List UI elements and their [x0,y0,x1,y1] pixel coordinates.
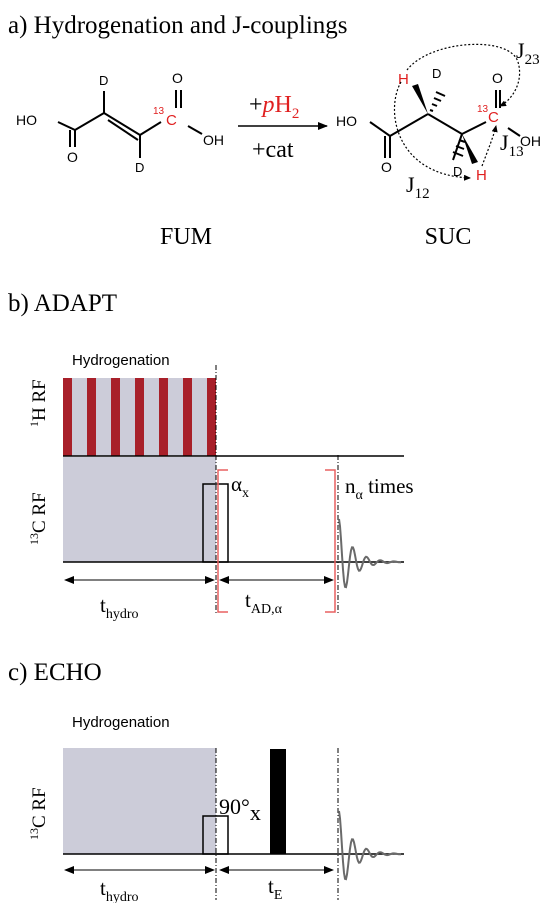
panel-b-hydrogenation-label: Hydrogenation [72,352,170,369]
pulse-90 [202,815,229,855]
suc-hash-bottom [452,139,466,157]
suc-d-bottom: D [453,164,462,179]
suc-h-left: H [398,71,409,88]
suc-hash-top [429,91,446,112]
suc-wedge-bottom [462,134,478,164]
h-rf-pulse-train [63,378,216,456]
fum-o-top: O [172,70,183,86]
panel-c-title: c) ECHO [8,659,102,686]
alpha-pulse [202,483,229,563]
fum-o-bottom: O [67,149,78,165]
fum-ho-label: HO [16,112,37,128]
panel-a-title: a) Hydrogenation and J-couplings [8,12,348,39]
pulse-180 [270,749,286,854]
fum-d-bottom: D [135,160,144,175]
h-rf-pulse [111,378,120,456]
fum-structure [57,90,203,158]
reaction-reagent-bottom: +cat [252,137,294,163]
t-e-label: tE [268,874,282,903]
fum-13c-label: C [166,112,177,129]
c-panel-axis-label: 13C RF [27,787,50,840]
pulse-90-label: 90°x [219,794,261,825]
suc-13-sup: 13 [477,104,489,115]
h-rf-pulse [159,378,168,456]
suc-13c-label: C [488,109,499,126]
panel-b-title: b) ADAPT [8,290,117,317]
suc-wedge-top [412,84,428,114]
suc-h-right: H [476,167,487,184]
j23-label: J23 [516,38,540,68]
suc-o-bottom: O [381,159,392,175]
j13-label: J13 [500,130,524,160]
j12-arc [393,81,471,181]
panel-c-hydrogenation-label: Hydrogenation [72,714,170,731]
fum-label: FUM [160,224,212,250]
t-ad-label: tAD,α [245,588,283,617]
c-rf-shaded-region [63,457,216,562]
suc-d-top: D [432,66,441,81]
b-t-hydro-label: thydro [100,593,139,622]
j-coupling-arcs [393,43,521,181]
suc-oh-label: OH [520,133,541,149]
reaction-reagent-top: +pH2 [249,92,299,122]
n-alpha-label: nα times [345,474,414,503]
b-fid-signal [338,518,402,589]
c-rf-axis-label: 13C RF [27,492,50,545]
j13-arc [481,125,498,167]
loop-bracket-left [217,469,228,613]
h-rf-pulse [183,378,192,456]
h-rf-pulse [63,378,72,456]
c-fid-signal [338,810,402,881]
c-panel-shaded-region [63,748,216,854]
fum-d-top: D [99,73,108,88]
fum-oh-label: OH [203,132,224,148]
h-rf-pulse [87,378,96,456]
suc-label: SUC [425,224,472,250]
loop-bracket-right [325,469,336,613]
suc-o-top: O [492,70,503,86]
h-rf-axis-label: 1H RF [27,379,50,427]
j12-label: J12 [406,172,430,202]
fum-13-sup: 13 [153,106,165,117]
h-rf-pulse [135,378,144,456]
suc-ho-label: HO [336,113,357,129]
alpha-pulse-label: αx [231,472,249,501]
j23-arc [406,43,521,107]
h-rf-pulse [207,378,216,456]
c-t-hydro-label: thydro [100,876,139,903]
